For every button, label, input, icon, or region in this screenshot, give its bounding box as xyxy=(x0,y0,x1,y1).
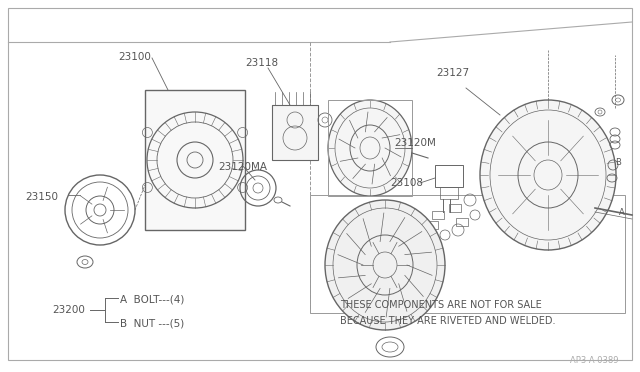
Text: THESE COMPONENTS ARE NOT FOR SALE: THESE COMPONENTS ARE NOT FOR SALE xyxy=(340,300,541,310)
Ellipse shape xyxy=(328,100,412,196)
Text: 23120MA: 23120MA xyxy=(218,162,267,172)
Bar xyxy=(272,105,318,160)
Bar xyxy=(310,195,625,313)
Text: B  NUT ---(5): B NUT ---(5) xyxy=(120,318,184,328)
Bar xyxy=(432,211,444,219)
Bar xyxy=(440,187,458,199)
Bar xyxy=(435,165,463,187)
Text: 23150: 23150 xyxy=(25,192,58,202)
Text: BECAUSE THEY ARE RIVETED AND WELDED.: BECAUSE THEY ARE RIVETED AND WELDED. xyxy=(340,316,556,326)
Text: 23120M: 23120M xyxy=(394,138,436,148)
Text: B: B xyxy=(615,157,621,167)
Bar xyxy=(328,100,412,196)
Text: 23118: 23118 xyxy=(245,58,278,68)
Ellipse shape xyxy=(480,100,616,250)
Text: A: A xyxy=(619,208,625,217)
Text: 23100: 23100 xyxy=(118,52,151,62)
Bar xyxy=(449,204,461,212)
Text: 23200: 23200 xyxy=(52,305,85,315)
Text: 23127: 23127 xyxy=(436,68,469,78)
Text: AP3 A 0389: AP3 A 0389 xyxy=(570,356,618,365)
Bar xyxy=(456,218,468,226)
Ellipse shape xyxy=(325,200,445,330)
Bar xyxy=(145,90,245,230)
Text: A  BOLT---(4): A BOLT---(4) xyxy=(120,294,184,304)
Bar xyxy=(426,221,438,229)
Text: 23108: 23108 xyxy=(390,178,423,188)
